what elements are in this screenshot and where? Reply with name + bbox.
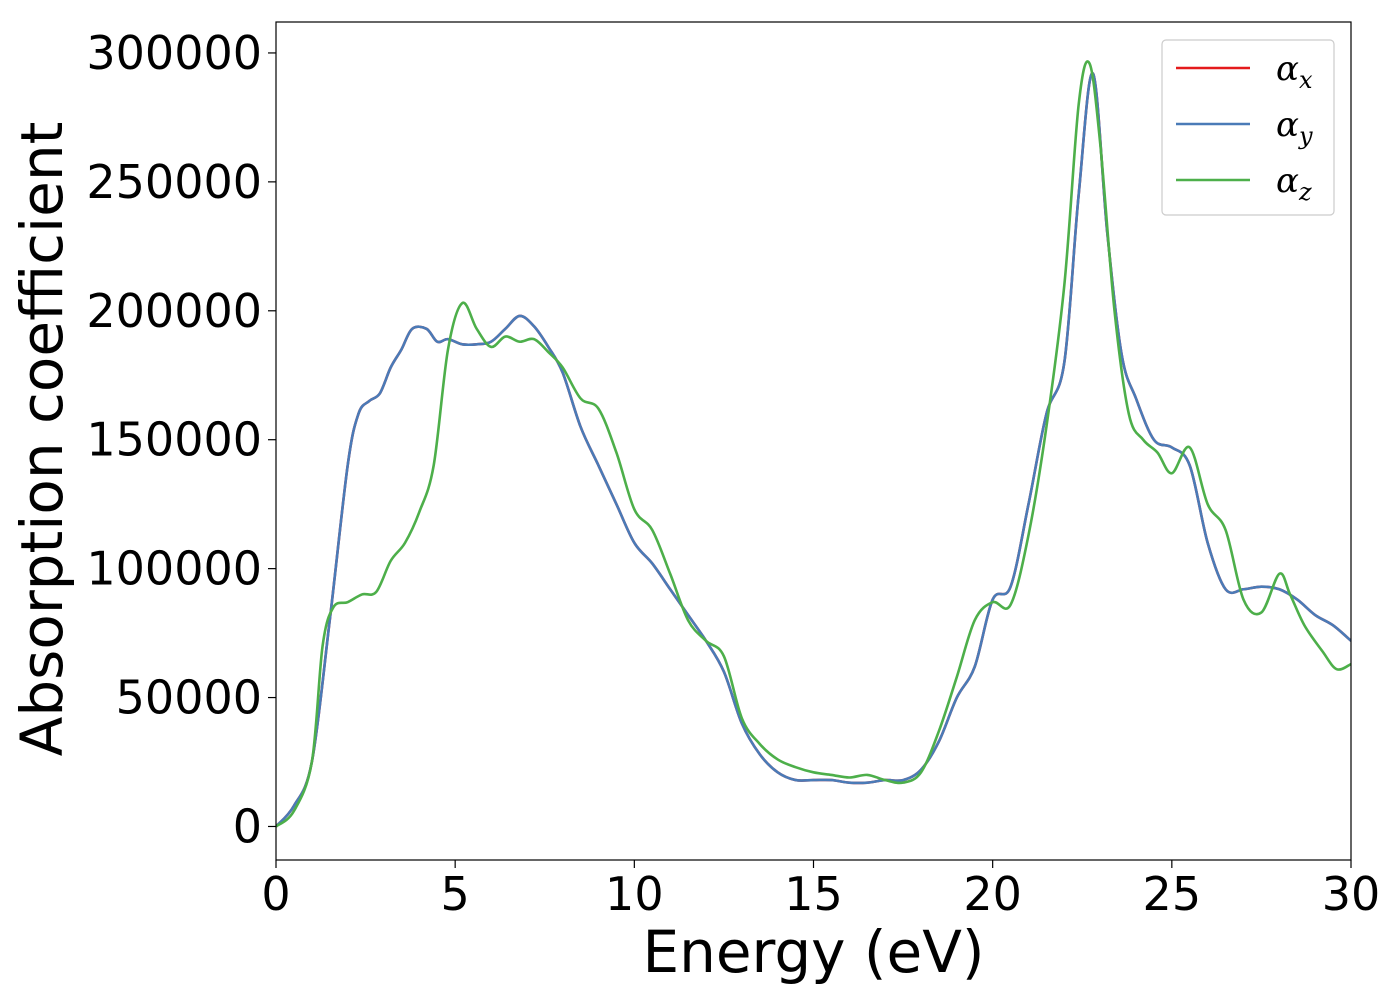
x-tick-label: 15 (784, 867, 843, 921)
x-tick-label: 20 (963, 867, 1022, 921)
legend-label-alpha-x: αx (1276, 49, 1313, 94)
y-tick-label: 250000 (86, 155, 262, 209)
x-axis-label: Energy (eV) (642, 918, 984, 986)
y-tick-label: 300000 (86, 26, 262, 80)
series-layer (276, 60, 1351, 828)
y-tick-label: 200000 (86, 284, 262, 338)
x-tick-label: 25 (1143, 867, 1202, 921)
x-tick-label: 5 (441, 867, 470, 921)
x-tick-label: 0 (261, 867, 290, 921)
ticks-layer: 0 5 10 15 20 25 30 0 50000 100000 150000 200000 2500… (86, 26, 1380, 921)
y-tick-label: 0 (233, 799, 262, 853)
y-axis-label: Absorption coefficient (8, 122, 76, 757)
legend: αx αy αz (1161, 39, 1335, 216)
series-line-alpha-z (276, 60, 1351, 828)
legend-label-alpha-y: αy (1276, 105, 1313, 150)
legend-label-alpha-z: αz (1276, 161, 1312, 206)
x-tick-label: 10 (605, 867, 664, 921)
series-line-alpha-y (276, 72, 1351, 828)
y-tick-label: 100000 (86, 542, 262, 596)
x-tick-label: 30 (1322, 867, 1381, 921)
y-tick-label: 50000 (116, 671, 262, 725)
legend-box (1161, 39, 1335, 216)
y-tick-label: 150000 (86, 413, 262, 467)
